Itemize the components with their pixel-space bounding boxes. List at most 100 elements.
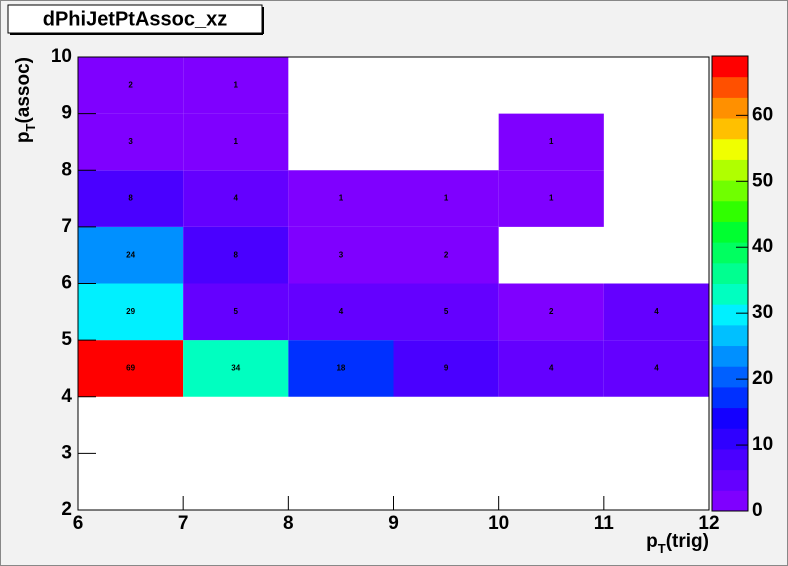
z-tick-label: 20 [752, 368, 773, 389]
color-band [712, 490, 748, 512]
color-band [712, 262, 748, 284]
cell-label: 1 [234, 137, 239, 146]
x-tick-label: 11 [594, 513, 615, 534]
cell [498, 283, 604, 341]
color-band [712, 76, 748, 98]
cell [78, 113, 184, 171]
cell-label: 4 [549, 364, 554, 373]
y-tick-label: 6 [61, 273, 72, 294]
color-band [712, 200, 748, 222]
cell-label: 2 [128, 80, 133, 89]
cell-label: 2 [444, 250, 449, 259]
cell [498, 340, 604, 397]
cell-label: 4 [654, 307, 659, 316]
x-tick-label: 9 [388, 513, 399, 534]
cell [498, 113, 604, 171]
cell [288, 283, 394, 341]
cell-label: 3 [128, 137, 133, 146]
cell [78, 226, 184, 284]
color-band [712, 448, 748, 471]
cell [183, 113, 289, 171]
chart-title: dPhiJetPtAssoc_xz [43, 8, 228, 30]
y-tick-label: 9 [61, 103, 72, 124]
x-axis-title: pT(trig) [646, 531, 709, 556]
cell-label: 24 [126, 250, 135, 259]
y-tick-label: 7 [61, 216, 72, 237]
color-band [712, 428, 748, 450]
cell-label: 1 [339, 194, 344, 203]
color-band [712, 221, 748, 243]
color-band [712, 283, 748, 305]
cell [393, 283, 499, 341]
z-tick-label: 30 [752, 302, 773, 323]
cell-label: 1 [549, 137, 554, 146]
cell [78, 57, 184, 114]
cell [393, 226, 499, 284]
cell-label: 4 [654, 364, 659, 373]
cell-label: 18 [336, 364, 345, 373]
y-tick-label: 5 [61, 329, 72, 350]
cell [288, 226, 394, 284]
z-tick-label: 60 [752, 104, 773, 125]
color-band [712, 118, 748, 140]
x-tick-label: 8 [283, 513, 294, 534]
cell [183, 170, 289, 227]
cell-label: 4 [234, 194, 239, 203]
cell [603, 283, 709, 341]
x-tick-label: 12 [698, 513, 719, 534]
cell [183, 226, 289, 284]
cell [498, 170, 604, 227]
cell-label: 5 [444, 307, 449, 316]
cell [183, 57, 289, 114]
cell [393, 170, 499, 227]
cell-label: 2 [549, 307, 554, 316]
cell-label: 4 [339, 307, 344, 316]
color-band [712, 386, 748, 409]
color-band [712, 56, 748, 78]
title-box [7, 4, 263, 34]
color-band [712, 159, 748, 181]
z-tick-label: 0 [752, 500, 763, 521]
color-band [712, 97, 748, 119]
color-band [712, 304, 748, 326]
cell-label: 3 [339, 250, 344, 259]
cell-label: 9 [444, 364, 449, 373]
cell [183, 283, 289, 341]
cell [288, 340, 394, 397]
color-band [712, 407, 748, 429]
y-tick-label: 10 [51, 46, 72, 67]
color-band [712, 469, 748, 491]
cell-label: 29 [126, 307, 135, 316]
z-tick-label: 50 [752, 170, 773, 191]
cell-label: 34 [231, 364, 240, 373]
z-tick-label: 40 [752, 236, 773, 257]
color-band [712, 138, 748, 160]
cell [288, 170, 394, 227]
y-axis-title: pT(assoc) [13, 57, 38, 143]
cell-label: 5 [234, 307, 239, 316]
cell-label: 69 [126, 364, 135, 373]
y-tick-label: 4 [61, 386, 72, 407]
cell-label: 1 [234, 80, 239, 89]
x-tick-label: 7 [178, 513, 189, 534]
cell-label: 1 [549, 194, 554, 203]
z-tick-label: 10 [752, 434, 773, 455]
cell-label: 1 [444, 194, 449, 203]
x-tick-label: 6 [73, 513, 84, 534]
cell [183, 340, 289, 397]
y-tick-label: 3 [61, 442, 72, 463]
y-tick-label: 8 [61, 159, 72, 180]
cell-label: 8 [128, 194, 133, 203]
cell [603, 340, 709, 397]
color-band [712, 324, 748, 347]
x-tick-label: 10 [488, 513, 509, 534]
cell [78, 283, 184, 341]
color-band [712, 180, 748, 202]
cell-label: 8 [234, 250, 239, 259]
y-tick-label: 2 [61, 499, 72, 520]
colorbar-border [711, 55, 749, 512]
cell [78, 340, 184, 397]
color-band [712, 345, 748, 367]
color-band [712, 242, 748, 264]
